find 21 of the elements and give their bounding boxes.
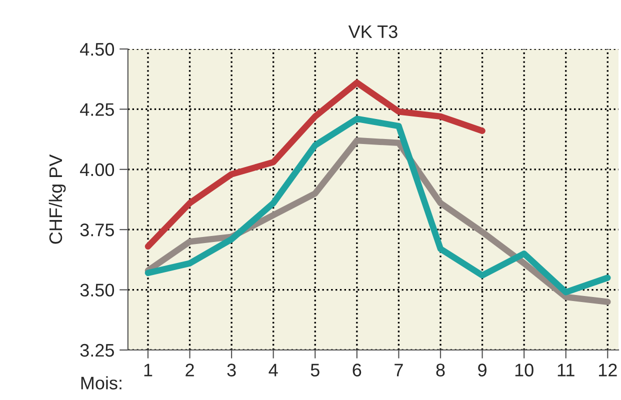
y-tick-label: 3.25 — [80, 344, 114, 357]
y-tick-label: 3.50 — [80, 284, 114, 297]
x-tick-label: 8 — [436, 364, 445, 376]
x-axis-title: Mois: — [81, 376, 122, 390]
x-tick-label: 6 — [352, 364, 362, 376]
x-tick-label: 11 — [558, 364, 574, 376]
x-tick-label: 4 — [268, 364, 278, 376]
x-tick-label: 2 — [186, 364, 194, 376]
chart-title: VK T3 — [348, 25, 398, 38]
x-tick-label: 5 — [310, 364, 320, 376]
x-tick-label: 1 — [144, 364, 152, 376]
x-tick-label: 7 — [394, 364, 403, 376]
x-tick-label: 10 — [515, 364, 534, 376]
y-tick-label: 4.25 — [80, 103, 114, 116]
y-tick-label: 4.50 — [80, 42, 114, 56]
y-tick-label: 4.00 — [80, 163, 114, 176]
x-tick-label: 12 — [598, 364, 617, 376]
y-axis-title: CHF/kg PV — [48, 154, 66, 244]
x-tick-label: 9 — [478, 364, 486, 376]
x-tick-label: 3 — [227, 364, 236, 376]
y-tick-label: 3.75 — [80, 224, 114, 236]
